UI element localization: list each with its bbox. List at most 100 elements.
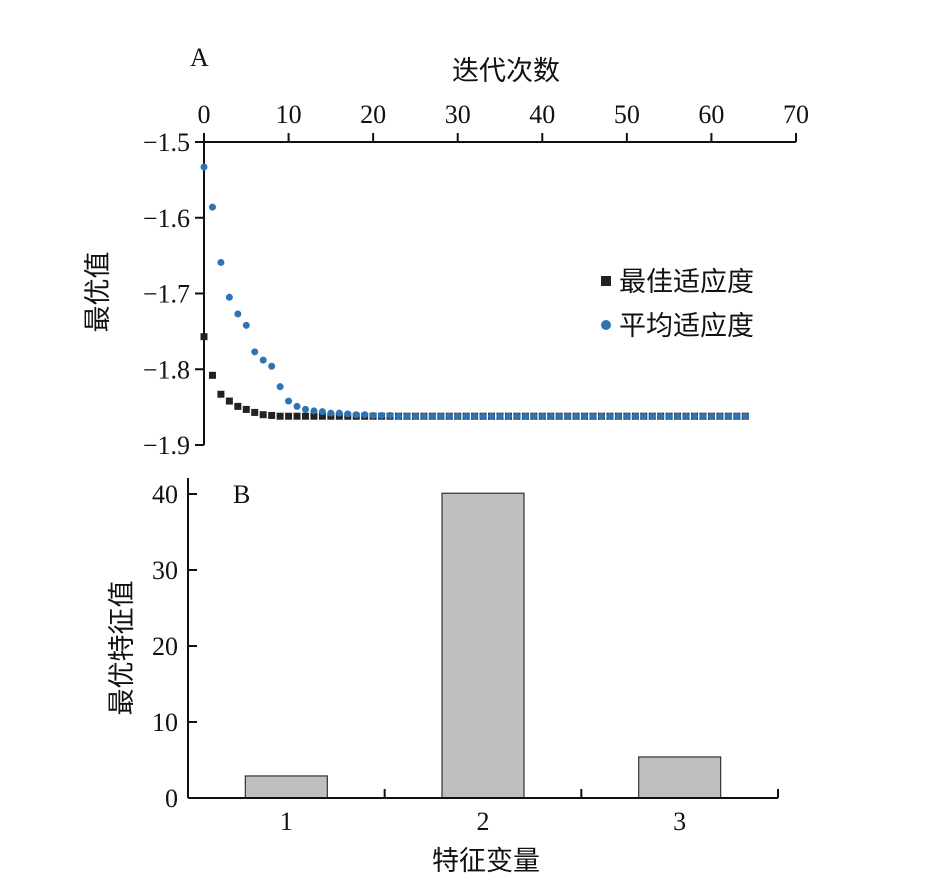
average-fitness-point [276, 383, 284, 391]
average-fitness-point [623, 412, 631, 420]
panel-b-y-ticks: 0 10 20 30 40 [152, 480, 197, 813]
bar-feature-3 [638, 756, 722, 799]
panel-b-y-tick-label: 20 [152, 632, 178, 661]
average-fitness-point [581, 412, 589, 420]
panel-b-x-tick-label: 1 [280, 807, 293, 836]
best-fitness-point [310, 412, 318, 420]
best-fitness-point [268, 411, 276, 419]
average-fitness-point [234, 310, 242, 318]
panel-b-x-ticks: 1 2 3 [280, 789, 779, 836]
average-fitness-point [674, 412, 682, 420]
best-fitness-point [301, 412, 309, 420]
average-fitness-point [225, 293, 233, 301]
series-average-fitness [200, 163, 749, 420]
best-fitness-point [251, 408, 259, 416]
average-fitness-point [733, 412, 741, 420]
average-fitness-point [293, 402, 301, 410]
best-fitness-point [318, 412, 326, 420]
average-fitness-point [724, 412, 732, 420]
panel-a-series [200, 163, 749, 420]
average-fitness-point [572, 412, 580, 420]
panel-a-legend: 最佳适应度 平均适应度 [601, 267, 754, 342]
average-fitness-point [496, 412, 504, 420]
panel-a-y-tick-label: −1.6 [143, 204, 190, 233]
average-fitness-point [597, 412, 605, 420]
panel-a-x-tick-label: 10 [276, 100, 302, 129]
panel-b-label: B [233, 480, 250, 509]
panel-b-x-tick-label: 3 [673, 807, 686, 836]
average-fitness-point [547, 412, 555, 420]
panel-a-x-tick-label: 70 [783, 100, 809, 129]
legend-entry-best: 最佳适应度 [619, 267, 754, 298]
average-fitness-point [691, 412, 699, 420]
average-fitness-point [310, 407, 318, 415]
average-fitness-point [344, 410, 352, 418]
average-fitness-point [411, 412, 419, 420]
panel-a-x-tick-label: 50 [614, 100, 640, 129]
average-fitness-point [707, 412, 715, 420]
average-fitness-point [488, 412, 496, 420]
average-fitness-point [318, 408, 326, 416]
panel-a-label: A [190, 43, 209, 72]
average-fitness-point [217, 258, 225, 266]
average-fitness-point [208, 203, 216, 211]
panel-b-y-tick-label: 40 [152, 480, 178, 509]
best-fitness-point [285, 412, 293, 420]
panel-a-x-tick-label: 40 [529, 100, 555, 129]
legend-entry-average: 平均适应度 [619, 311, 754, 342]
average-fitness-point [564, 412, 572, 420]
average-fitness-point [242, 321, 250, 329]
panel-b-y-axis-title: 最优特征值 [107, 581, 138, 716]
panel-a-x-tick-label: 20 [360, 100, 386, 129]
legend-circle-marker [601, 320, 611, 330]
average-fitness-point [454, 412, 462, 420]
average-fitness-point [369, 411, 377, 419]
series-best-fitness [200, 333, 749, 420]
average-fitness-point [479, 412, 487, 420]
average-fitness-point [251, 348, 259, 356]
panel-b: B 最优特征值 特征变量 1 2 3 0 10 20 30 40 [107, 478, 779, 877]
average-fitness-point [555, 412, 563, 420]
average-fitness-point [352, 411, 360, 419]
average-fitness-point [395, 412, 403, 420]
panel-a-y-tick-label: −1.8 [143, 355, 190, 384]
best-fitness-point [293, 412, 301, 420]
average-fitness-point [699, 412, 707, 420]
panel-a-y-tick-label: −1.9 [143, 431, 190, 460]
best-fitness-point [234, 402, 242, 410]
panel-a-y-tick-label: −1.7 [143, 280, 190, 309]
panel-b-x-tick-label: 2 [477, 807, 490, 836]
average-fitness-point [268, 362, 276, 370]
average-fitness-point [657, 412, 665, 420]
legend-square-marker [601, 276, 611, 286]
average-fitness-point [631, 412, 639, 420]
panel-a-y-axis-title: 最优值 [83, 252, 114, 333]
average-fitness-point [285, 397, 293, 405]
average-fitness-point [640, 412, 648, 420]
panel-b-bars [244, 492, 722, 799]
average-fitness-point [462, 412, 470, 420]
average-fitness-point [428, 412, 436, 420]
bar-feature-2 [441, 492, 525, 799]
panel-a-x-tick-label: 0 [198, 100, 211, 129]
panel-a-x-tick-label: 60 [698, 100, 724, 129]
panel-b-y-tick-label: 30 [152, 556, 178, 585]
average-fitness-point [403, 412, 411, 420]
average-fitness-point [589, 412, 597, 420]
best-fitness-point [276, 412, 284, 420]
panel-a-x-ticks: 0 10 20 30 40 50 60 70 [198, 100, 809, 142]
average-fitness-point [386, 411, 394, 419]
best-fitness-point [200, 333, 208, 341]
average-fitness-point [445, 412, 453, 420]
average-fitness-point [437, 412, 445, 420]
average-fitness-point [471, 412, 479, 420]
average-fitness-point [538, 412, 546, 420]
best-fitness-point [242, 405, 250, 413]
average-fitness-point [521, 412, 529, 420]
panel-a-y-tick-label: −1.5 [143, 128, 190, 157]
panel-b-x-axis-title: 特征变量 [432, 846, 540, 877]
best-fitness-point [225, 397, 233, 405]
average-fitness-point [606, 412, 614, 420]
average-fitness-point [301, 405, 309, 413]
